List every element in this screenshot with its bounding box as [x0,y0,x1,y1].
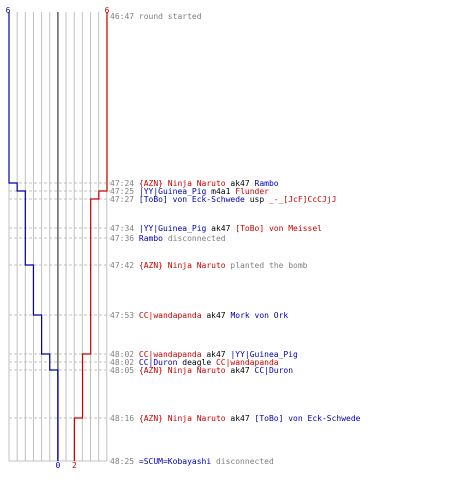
event-row: 47:36 Rambo disconnected [110,234,226,244]
event-text: planted the bomb [225,261,308,270]
blue-team-step-line [8,12,59,461]
event-text: CC|wandapanda [138,311,202,320]
event-text: CC|Duron [254,366,294,375]
event-time: 47:27 [110,195,139,204]
event-text: disconnected [163,234,226,243]
event-time: 48:25 [110,457,139,466]
event-text: m4a1 [206,187,236,196]
event-time: 47:25 [110,187,139,196]
event-time: 48:05 [110,366,139,375]
red-team-line [73,12,108,461]
event-row: 48:25 =SCUM=Kobayashi disconnected [110,457,274,467]
event-time: 47:42 [110,261,139,270]
event-text: {AZN} Ninja Naruto [138,261,226,270]
red-start-count: 6 [105,6,110,15]
event-text: usp [244,195,269,204]
event-time: 48:02 [110,350,139,359]
blue-start-count: 6 [6,6,11,15]
event-text: [ToBo] von Meissel [235,224,322,233]
event-text: |YY|Guinea_Pig [138,224,207,233]
event-time: 47:24 [110,179,139,188]
event-text: {AZN} Ninja Naruto [138,366,226,375]
event-text: _-_[JcF]CcCJjJ [268,195,337,204]
event-text: ak47 [225,179,255,188]
blue-team-line [8,12,59,461]
event-text: Mork von Ork [230,311,289,320]
event-text: round started [138,12,202,21]
event-text: {AZN} Ninja Naruto [138,414,226,423]
event-text: ak47 [225,366,255,375]
event-row: 47:24 {AZN} Ninja Naruto ak47 Rambo [110,179,279,189]
blue-end-count: 0 [55,461,60,470]
event-row: 47:25 |YY|Guinea_Pig m4a1 Flunder [110,187,269,197]
event-text: Flunder [235,187,269,196]
event-row: 47:53 CC|wandapanda ak47 Mork von Ork [110,311,288,321]
event-text: [ToBo] von Eck-Schwede [254,414,361,423]
event-row: 48:02 CC|wandapanda ak47 |YY|Guinea_Pig [110,350,298,360]
event-row: 48:02 CC|Duron deagle CC|wandapanda [110,358,279,368]
event-time: 48:02 [110,358,139,367]
event-row: 48:16 {AZN} Ninja Naruto ak47 [ToBo] von… [110,414,360,424]
event-text: =SCUM=Kobayashi [138,457,212,466]
event-text: ak47 [201,311,231,320]
event-text: Rambo [254,179,279,188]
red-end-count: 2 [72,461,77,470]
event-text: ak47 [206,224,236,233]
event-row: 47:27 [ToBo] von Eck-Schwede usp _-_[JcF… [110,195,336,205]
event-text: CC|wandapanda [138,350,202,359]
event-text: disconnected [211,457,274,466]
event-time: 48:16 [110,414,139,423]
event-text: {AZN} Ninja Naruto [138,179,226,188]
event-text: deagle [177,358,216,367]
event-time: 47:53 [110,311,139,320]
event-text: ak47 [225,414,255,423]
event-row: 48:05 {AZN} Ninja Naruto ak47 CC|Duron [110,366,293,376]
event-time: 46:47 [110,12,139,21]
event-row: 47:42 {AZN} Ninja Naruto planted the bom… [110,261,308,271]
event-text: Rambo [138,234,163,243]
event-text: ak47 [201,350,231,359]
event-row: 47:34 |YY|Guinea_Pig ak47 [ToBo] von Mei… [110,224,322,234]
event-text: CC|wandapanda [215,358,279,367]
event-text: |YY|Guinea_Pig [230,350,298,359]
event-text: |YY|Guinea_Pig [138,187,207,196]
count-labels: 6 6 0 2 [6,6,110,470]
red-team-step-line [73,12,108,461]
event-text: [ToBo] von Eck-Schwede [138,195,245,204]
event-time: 47:34 [110,224,139,233]
event-time: 47:36 [110,234,139,243]
event-text: CC|Duron [138,358,178,367]
event-row: 46:47 round started [110,12,202,22]
